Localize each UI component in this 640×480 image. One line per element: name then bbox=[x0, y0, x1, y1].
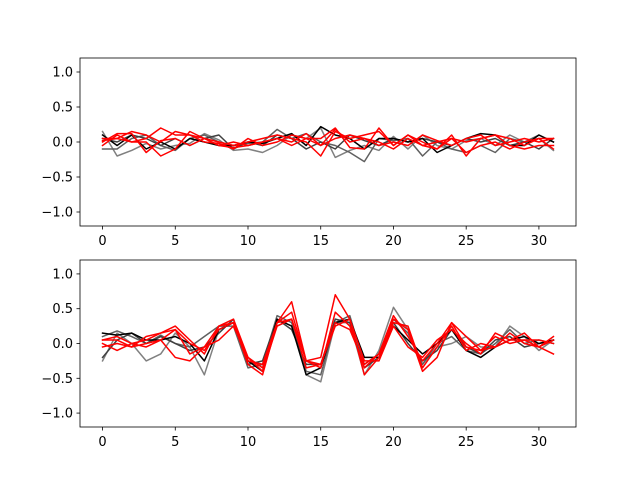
series-line-5 bbox=[101, 130, 555, 157]
series-group bbox=[101, 125, 555, 163]
y-tick-label: 1.0 bbox=[52, 66, 73, 81]
y-tick-label: 0.5 bbox=[52, 302, 73, 317]
x-tick-label: 30 bbox=[531, 435, 548, 450]
x-tick-label: 20 bbox=[385, 234, 402, 249]
series-line-7 bbox=[101, 311, 555, 369]
x-tick-label: 0 bbox=[98, 234, 106, 249]
x-tick-label: 20 bbox=[385, 435, 402, 450]
subplot-1: 0 5 10 15 20 25 30 −1.0 −0.5 0.0 0.5 1.0 bbox=[41, 57, 577, 249]
x-tick-label: 25 bbox=[458, 435, 475, 450]
x-tick-label: 30 bbox=[531, 234, 548, 249]
x-tick-label: 0 bbox=[98, 435, 106, 450]
y-tick-label: −0.5 bbox=[41, 171, 73, 186]
x-tick-label: 10 bbox=[240, 435, 257, 450]
subplot-2: 0 5 10 15 20 25 30 −1.0 −0.5 0.0 0.5 1.0 bbox=[41, 259, 577, 450]
x-tick-label: 15 bbox=[312, 435, 329, 450]
y-tick-label: −1.0 bbox=[41, 206, 73, 221]
y-tick-label: 0.0 bbox=[52, 337, 73, 352]
series-line-7 bbox=[101, 127, 555, 150]
y-tick-label: −1.0 bbox=[41, 407, 73, 422]
x-tick-label: 5 bbox=[171, 435, 179, 450]
y-tick-label: 0.5 bbox=[52, 101, 73, 116]
series-line-8 bbox=[101, 127, 555, 157]
series-line-8 bbox=[101, 318, 555, 373]
x-tick-label: 10 bbox=[240, 234, 257, 249]
series-line-6 bbox=[101, 128, 555, 154]
x-tick-label: 5 bbox=[171, 234, 179, 249]
x-tick-label: 25 bbox=[458, 234, 475, 249]
series-line-5 bbox=[101, 294, 555, 376]
y-tick-label: −0.5 bbox=[41, 372, 73, 387]
y-tick-label: 1.0 bbox=[52, 267, 73, 282]
y-tick-label: 0.0 bbox=[52, 136, 73, 151]
series-group bbox=[101, 294, 555, 383]
plots: 0 5 10 15 20 25 30 −1.0 −0.5 0.0 0.5 1.0 0 5 10 15 20 25 3… bbox=[41, 57, 577, 450]
x-tick-label: 15 bbox=[312, 234, 329, 249]
